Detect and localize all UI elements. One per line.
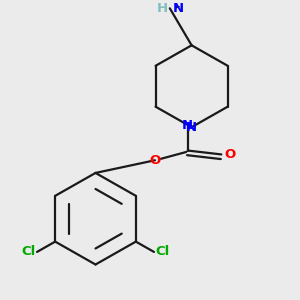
Text: N: N — [186, 121, 197, 134]
Text: Cl: Cl — [155, 245, 170, 258]
Text: Cl: Cl — [21, 245, 35, 258]
Text: O: O — [149, 154, 161, 167]
Text: H: H — [157, 2, 168, 15]
Text: O: O — [224, 148, 236, 161]
Text: N: N — [182, 119, 193, 132]
Text: N: N — [173, 2, 184, 15]
